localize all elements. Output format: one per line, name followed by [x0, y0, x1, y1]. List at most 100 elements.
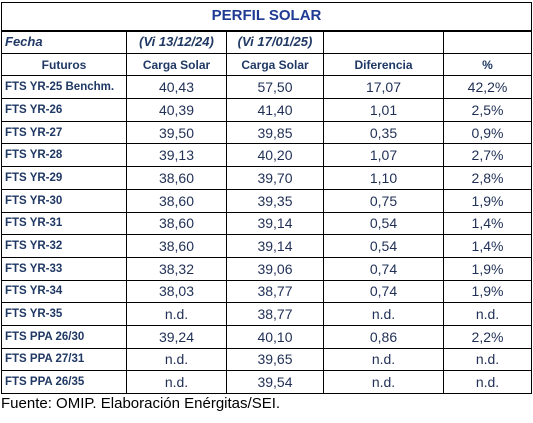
- table-row: FTS YR-26 40,39 41,40 1,01 2,5%: [1, 98, 533, 122]
- row-difference: 0,75: [323, 188, 444, 213]
- row-percent: 1,9%: [442, 256, 533, 281]
- row-percent: 0,9%: [442, 120, 533, 145]
- row-percent: 2,8%: [442, 166, 533, 190]
- row-value-2: 40,20: [226, 143, 324, 168]
- row-value-1: n.d.: [126, 302, 227, 326]
- table-row: FTS PPA 26/30 39,24 40,10 0,86 2,2%: [1, 324, 533, 349]
- row-percent: 42,2%: [442, 75, 533, 100]
- table-row: FTS YR-27 39,50 39,85 0,35 0,9%: [1, 120, 533, 145]
- row-difference: 0,54: [323, 234, 444, 258]
- date-2: (Vi 17/01/25): [226, 30, 324, 54]
- row-value-1: 38,03: [126, 279, 227, 304]
- row-value-2: 39,06: [226, 256, 324, 281]
- row-value-1: 38,32: [126, 256, 227, 281]
- row-name: FTS YR-35: [1, 302, 127, 326]
- table-row: FTS YR-31 38,60 39,14 0,54 1,4%: [1, 211, 533, 236]
- header-diferencia: Diferencia: [323, 52, 444, 77]
- table-row: FTS YR-25 Benchm. 40,43 57,50 17,07 42,2%: [1, 75, 533, 100]
- row-value-1: 39,13: [126, 143, 227, 168]
- table-row: FTS YR-35 n.d. 38,77 n.d. n.d.: [1, 302, 533, 326]
- header-row: Futuros Carga Solar Carga Solar Diferenc…: [1, 52, 533, 77]
- row-percent: 1,4%: [442, 211, 533, 236]
- row-value-2: 57,50: [226, 75, 324, 100]
- row-difference: 0,54: [323, 211, 444, 236]
- row-percent: 1,9%: [442, 279, 533, 304]
- row-difference: 17,07: [323, 75, 444, 100]
- table-row: FTS YR-34 38,03 38,77 0,74 1,9%: [1, 279, 533, 304]
- row-name: FTS PPA 26/30: [1, 324, 127, 349]
- row-percent: n.d.: [442, 370, 533, 394]
- row-difference: 0,35: [323, 120, 444, 145]
- row-value-1: 38,60: [126, 211, 227, 236]
- row-difference: 0,74: [323, 256, 444, 281]
- row-percent: 2,5%: [442, 98, 533, 122]
- empty-cell: [442, 30, 533, 54]
- row-percent: 1,9%: [442, 188, 533, 213]
- row-value-1: 38,60: [126, 166, 227, 190]
- row-percent: 1,4%: [442, 234, 533, 258]
- row-name: FTS YR-27: [1, 120, 127, 145]
- row-value-2: 39,54: [226, 370, 324, 394]
- row-value-2: 40,10: [226, 324, 324, 349]
- row-name: FTS PPA 26/35: [1, 370, 127, 394]
- header-futuros: Futuros: [1, 52, 127, 77]
- row-value-2: 39,65: [226, 347, 324, 372]
- row-name: FTS PPA 27/31: [1, 347, 127, 372]
- row-value-2: 41,40: [226, 98, 324, 122]
- row-percent: n.d.: [442, 302, 533, 326]
- header-percent: %: [442, 52, 533, 77]
- row-name: FTS YR-34: [1, 279, 127, 304]
- source-note: Fuente: OMIP. Elaboración Enérgitas/SEI.: [1, 395, 281, 412]
- row-difference: 1,07: [323, 143, 444, 168]
- row-difference: 1,01: [323, 98, 444, 122]
- row-name: FTS YR-29: [1, 166, 127, 190]
- table-row: FTS YR-30 38,60 39,35 0,75 1,9%: [1, 188, 533, 213]
- table-row: FTS YR-32 38,60 39,14 0,54 1,4%: [1, 234, 533, 258]
- table-row: FTS PPA 27/31 n.d. 39,65 n.d. n.d.: [1, 347, 533, 372]
- row-name: FTS YR-31: [1, 211, 127, 236]
- row-name: FTS YR-33: [1, 256, 127, 281]
- row-value-1: n.d.: [126, 370, 227, 394]
- row-percent: 2,2%: [442, 324, 533, 349]
- solar-profile-table-container: PERFIL SOLAR Fecha (Vi 13/12/24) (Vi 17/…: [0, 2, 533, 412]
- row-name: FTS YR-25 Benchm.: [1, 75, 127, 100]
- row-name: FTS YR-26: [1, 98, 127, 122]
- row-value-1: 38,60: [126, 188, 227, 213]
- row-percent: 2,7%: [442, 143, 533, 168]
- row-value-1: 39,24: [126, 324, 227, 349]
- date-1: (Vi 13/12/24): [126, 30, 227, 54]
- row-value-1: n.d.: [126, 347, 227, 372]
- header-carga-solar-2: Carga Solar: [226, 52, 324, 77]
- row-value-2: 39,35: [226, 188, 324, 213]
- row-name: FTS YR-28: [1, 143, 127, 168]
- row-difference: 1,10: [323, 166, 444, 190]
- row-difference: n.d.: [323, 370, 444, 394]
- row-value-2: 39,85: [226, 120, 324, 145]
- row-difference: 0,74: [323, 279, 444, 304]
- row-difference: n.d.: [323, 302, 444, 326]
- table-row: FTS YR-29 38,60 39,70 1,10 2,8%: [1, 166, 533, 190]
- empty-cell: [323, 30, 444, 54]
- date-row: Fecha (Vi 13/12/24) (Vi 17/01/25): [1, 30, 533, 54]
- row-name: FTS YR-32: [1, 234, 127, 258]
- row-difference: 0,86: [323, 324, 444, 349]
- row-percent: n.d.: [442, 347, 533, 372]
- solar-profile-table: PERFIL SOLAR Fecha (Vi 13/12/24) (Vi 17/…: [0, 2, 533, 394]
- header-carga-solar-1: Carga Solar: [126, 52, 227, 77]
- row-value-1: 40,43: [126, 75, 227, 100]
- row-value-2: 38,77: [226, 302, 324, 326]
- row-name: FTS YR-30: [1, 188, 127, 213]
- table-row: FTS YR-28 39,13 40,20 1,07 2,7%: [1, 143, 533, 168]
- table-title: PERFIL SOLAR: [0, 2, 533, 32]
- table-row: FTS PPA 26/35 n.d. 39,54 n.d. n.d.: [1, 370, 533, 394]
- fecha-label: Fecha: [1, 30, 127, 54]
- row-value-1: 38,60: [126, 234, 227, 258]
- row-value-2: 39,14: [226, 211, 324, 236]
- row-value-1: 39,50: [126, 120, 227, 145]
- row-difference: n.d.: [323, 347, 444, 372]
- table-row: FTS YR-33 38,32 39,06 0,74 1,9%: [1, 256, 533, 281]
- row-value-2: 38,77: [226, 279, 324, 304]
- row-value-2: 39,70: [226, 166, 324, 190]
- row-value-1: 40,39: [126, 98, 227, 122]
- row-value-2: 39,14: [226, 234, 324, 258]
